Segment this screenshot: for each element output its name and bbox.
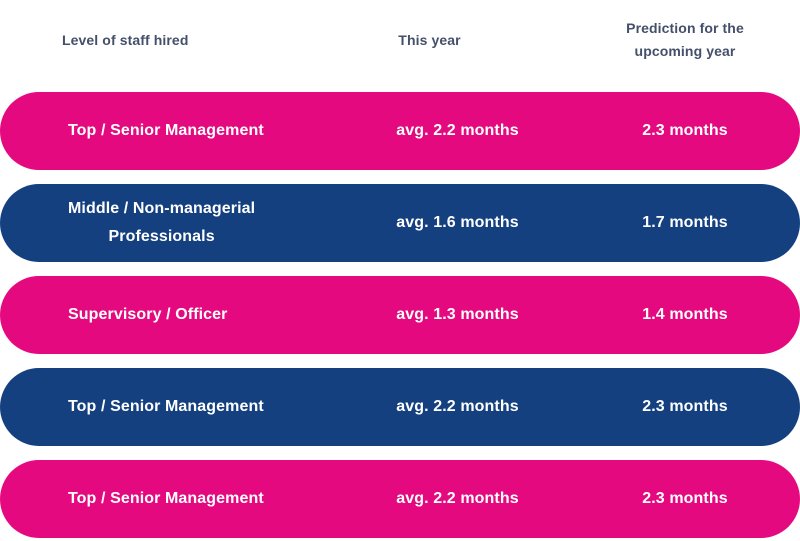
table-row: Top / Senior Management avg. 2.2 months … [0, 92, 800, 170]
column-header-level-of-staff: Level of staff hired [62, 32, 189, 48]
row-label: Top / Senior Management [68, 398, 264, 415]
row-this-year-value: avg. 2.2 months [396, 490, 519, 507]
column-header-this-year: This year [398, 32, 461, 48]
row-label-cell: Top / Senior Management [0, 117, 345, 145]
row-this-year-value: avg. 2.2 months [396, 398, 519, 415]
row-this-year-value: avg. 1.3 months [396, 306, 519, 323]
column-header-prediction-line2: upcoming year [634, 43, 736, 59]
column-header-prediction: Prediction for the upcoming year [570, 17, 800, 63]
row-prediction-value: 2.3 months [642, 490, 728, 507]
table-row: Middle / Non-managerial Professionals av… [0, 184, 800, 262]
row-label: Middle / Non-managerial Professionals [68, 200, 256, 245]
table-header: Level of staff hired This year Predictio… [0, 0, 800, 80]
row-label-cell: Top / Senior Management [0, 393, 345, 421]
row-label: Supervisory / Officer [68, 306, 228, 323]
row-label: Top / Senior Management [68, 122, 264, 139]
row-label-cell: Supervisory / Officer [0, 301, 345, 329]
table-row: Supervisory / Officer avg. 1.3 months 1.… [0, 276, 800, 354]
row-this-year-value: avg. 1.6 months [396, 214, 519, 231]
row-prediction-value: 1.7 months [642, 214, 728, 231]
table-row: Top / Senior Management avg. 2.2 months … [0, 460, 800, 538]
column-header-prediction-line1: Prediction for the [626, 20, 744, 36]
row-this-year-value: avg. 2.2 months [396, 122, 519, 139]
row-prediction-value: 2.3 months [642, 122, 728, 139]
row-prediction-value: 2.3 months [642, 398, 728, 415]
table-row: Top / Senior Management avg. 2.2 months … [0, 368, 800, 446]
row-label: Top / Senior Management [68, 490, 264, 507]
row-label-cell: Top / Senior Management [0, 485, 345, 513]
row-prediction-value: 1.4 months [642, 306, 728, 323]
row-label-cell: Middle / Non-managerial Professionals [0, 195, 345, 251]
